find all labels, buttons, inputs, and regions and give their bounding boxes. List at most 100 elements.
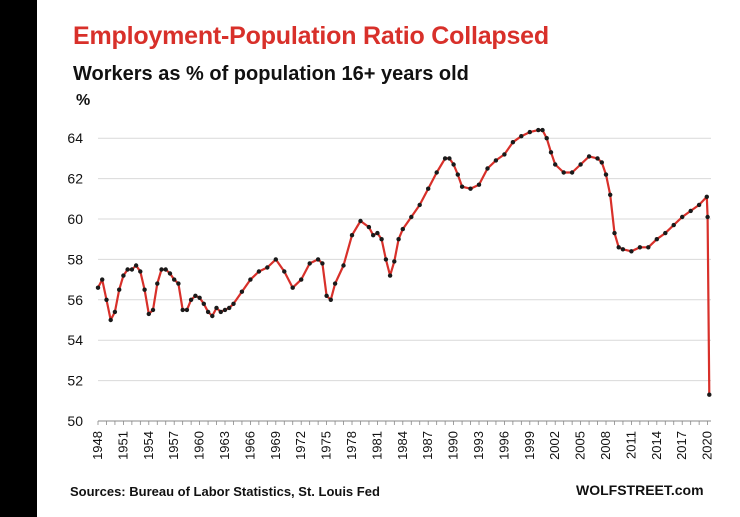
data-point <box>159 267 164 272</box>
data-point <box>332 281 338 286</box>
x-tick-label-1963: 1963 <box>217 431 232 460</box>
data-point <box>265 265 270 270</box>
data-point <box>455 172 460 177</box>
data-point <box>210 313 215 319</box>
data-point <box>172 277 177 282</box>
data-point <box>341 263 346 268</box>
data-point <box>188 297 194 302</box>
data-point <box>417 202 422 208</box>
data-point <box>442 156 448 161</box>
data-point <box>222 307 228 313</box>
series-line <box>97 129 711 395</box>
data-point <box>193 293 198 298</box>
data-point <box>671 222 676 228</box>
x-tick-label-2014: 2014 <box>649 431 664 460</box>
data-point <box>282 269 287 274</box>
data-point <box>227 305 232 311</box>
x-tick-label-2008: 2008 <box>598 431 613 460</box>
data-point <box>409 214 414 220</box>
left-black-border <box>0 0 37 517</box>
data-point <box>688 208 693 214</box>
data-point <box>104 297 109 302</box>
data-point <box>544 136 549 141</box>
x-tick-label-1975: 1975 <box>319 431 334 460</box>
x-tick-label-1993: 1993 <box>471 431 486 460</box>
data-point <box>616 245 621 250</box>
source-note: Sources: Bureau of Labor Statistics, St.… <box>70 484 380 499</box>
data-point <box>371 233 376 238</box>
y-tick-label-52: 52 <box>67 373 83 389</box>
x-tick-label-1999: 1999 <box>522 431 537 460</box>
data-point <box>527 129 532 135</box>
data-point <box>112 309 118 315</box>
data-point <box>620 247 626 252</box>
x-tick-label-1972: 1972 <box>293 431 308 460</box>
data-point <box>540 127 545 133</box>
data-point <box>146 311 151 317</box>
data-point <box>383 257 389 262</box>
brand-watermark: WOLFSTREET.com <box>576 482 704 498</box>
x-tick-label-1951: 1951 <box>115 431 130 460</box>
data-point <box>205 309 211 315</box>
x-tick-label-1981: 1981 <box>369 431 384 460</box>
x-tick-label-2011: 2011 <box>623 431 638 459</box>
data-point <box>379 237 384 242</box>
y-tick-label-54: 54 <box>67 332 83 348</box>
x-tick-label-1948: 1948 <box>90 431 105 460</box>
data-point <box>392 259 397 264</box>
x-axis <box>97 420 711 425</box>
x-tick-label-1984: 1984 <box>395 431 410 460</box>
data-point <box>510 140 516 145</box>
data-point <box>493 158 499 163</box>
x-tick-label-1990: 1990 <box>446 431 461 460</box>
data-point <box>485 166 490 171</box>
data-point <box>328 297 333 302</box>
data-point <box>142 287 147 292</box>
data-point <box>629 249 634 254</box>
data-point <box>231 301 236 306</box>
y-axis-label: % <box>76 92 91 109</box>
grid-lines <box>98 137 711 382</box>
data-point <box>256 269 262 274</box>
x-tick-label-1996: 1996 <box>496 431 511 460</box>
x-tick-label-2020: 2020 <box>700 431 715 460</box>
data-point <box>180 307 185 313</box>
data-point <box>129 267 135 272</box>
data-point <box>663 230 668 236</box>
data-point <box>536 127 541 133</box>
data-point <box>95 285 101 290</box>
x-tick-labels: 1948 1951 1954 1957 1960 1963 1966 1969 1972 1975… <box>90 431 715 460</box>
data-point <box>603 172 609 177</box>
data-point <box>561 170 566 175</box>
data-point <box>133 263 139 268</box>
x-tick-label-1954: 1954 <box>141 431 156 460</box>
data-point <box>125 267 130 272</box>
y-tick-label-62: 62 <box>67 171 83 187</box>
data-point <box>201 301 206 306</box>
data-point <box>434 170 439 175</box>
data-point <box>138 269 143 274</box>
data-point <box>426 186 431 191</box>
data-point <box>155 281 160 286</box>
data-point <box>100 277 105 282</box>
data-point <box>519 134 524 139</box>
y-tick-label-64: 64 <box>67 130 83 146</box>
data-point <box>400 226 405 232</box>
data-point <box>612 230 617 236</box>
data-point <box>553 162 558 167</box>
data-point <box>608 192 613 197</box>
data-series <box>95 127 712 397</box>
data-point <box>468 186 473 191</box>
x-tick-label-1978: 1978 <box>344 431 359 460</box>
data-point <box>599 160 604 165</box>
data-point <box>176 281 181 286</box>
data-point <box>705 214 710 220</box>
y-tick-label-60: 60 <box>67 211 83 227</box>
data-point <box>117 287 122 292</box>
data-point <box>578 162 583 167</box>
chart-subtitle: Workers as % of population 16+ years old <box>73 63 469 85</box>
y-tick-label-50: 50 <box>67 413 83 429</box>
x-tick-label-1966: 1966 <box>242 431 257 460</box>
data-point <box>315 257 321 262</box>
